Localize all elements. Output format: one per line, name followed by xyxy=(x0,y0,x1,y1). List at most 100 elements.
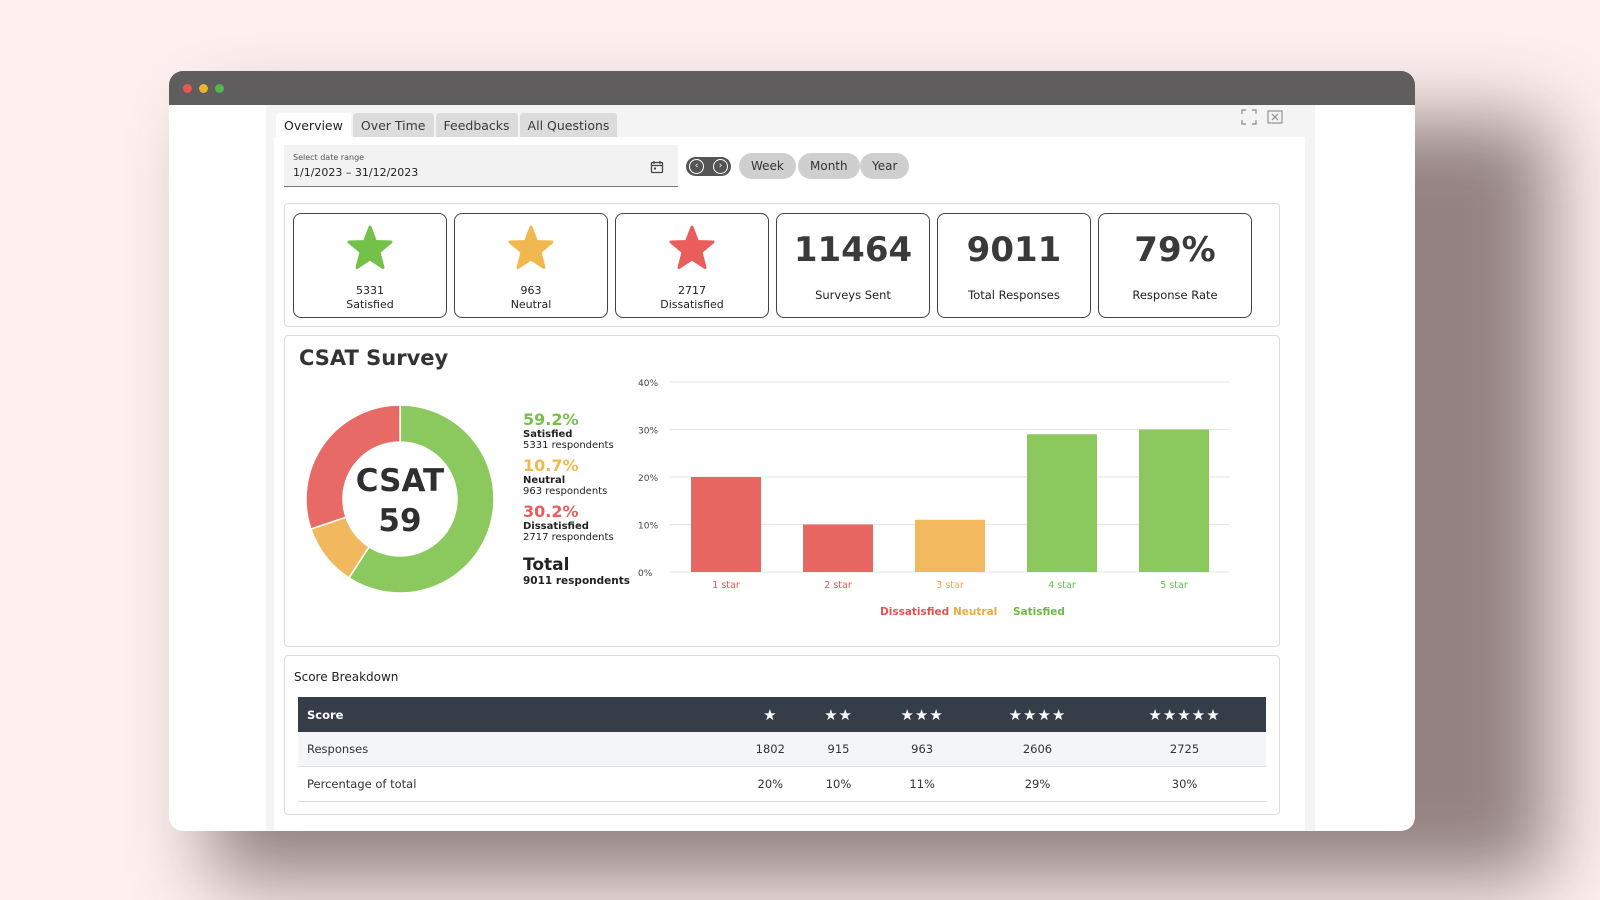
date-nav-pill: ‹ › xyxy=(686,157,731,176)
score-column-header: Score xyxy=(298,697,736,732)
table-header-row: Score ★ ★★ ★★★ ★★★★ ★★★★★ xyxy=(298,697,1266,732)
table-row: Percentage of total 20% 10% 11% 29% 30% xyxy=(298,766,1266,802)
score-breakdown-table: Score ★ ★★ ★★★ ★★★★ ★★★★★ Responses 1802 xyxy=(298,697,1266,802)
week-button[interactable]: Week xyxy=(739,153,796,179)
stat-dissatisfied: 30.2% Dissatisfied 2717 respondents xyxy=(523,502,614,543)
total-respondents: 9011 respondents xyxy=(523,575,631,587)
four-star-header: ★★★★ xyxy=(971,697,1104,732)
maximize-window-dot[interactable] xyxy=(215,84,224,93)
stat-satisfied: 59.2% Satisfied 5331 respondents xyxy=(523,410,614,451)
x-tick-label: 3 star xyxy=(936,580,964,591)
table-cell: 10% xyxy=(804,766,873,802)
overview-content: Select date range 1/1/2023 – 31/12/2023 … xyxy=(274,137,1305,831)
row-label: Responses xyxy=(298,732,736,767)
stat-respondents: 5331 respondents xyxy=(523,440,614,451)
close-window-dot[interactable] xyxy=(183,84,192,93)
stat-respondents: 963 respondents xyxy=(523,486,608,497)
total-responses-label: Total Responses xyxy=(968,288,1060,302)
one-star-header: ★ xyxy=(736,697,805,732)
kpi-total-responses: 9011 Total Responses xyxy=(937,213,1091,318)
table-row: Responses 1802 915 963 2606 2725 xyxy=(298,732,1266,767)
bar-2-star xyxy=(803,524,873,572)
tab-over-time[interactable]: Over Time xyxy=(352,113,434,137)
bar-4-star xyxy=(1027,434,1097,572)
bar-5-star xyxy=(1139,429,1209,572)
legend-satisfied: Satisfied xyxy=(1013,606,1065,618)
donut-center-value: 59 xyxy=(378,503,421,539)
dashboard-panel: Overview Over Time Feedbacks All Questio… xyxy=(266,105,1315,831)
donut-center-label: CSAT xyxy=(356,463,444,499)
two-star-header: ★★ xyxy=(804,697,873,732)
stat-respondents: 2717 respondents xyxy=(523,532,614,543)
donut-slice-dissatisfied xyxy=(305,404,401,530)
kpi-response-rate: 79% Response Rate xyxy=(1098,213,1252,318)
stat-name: Dissatisfied xyxy=(523,521,589,532)
table-cell: 1802 xyxy=(736,732,805,767)
table-cell: 915 xyxy=(804,732,873,767)
row-label: Percentage of total xyxy=(298,766,736,802)
five-star-header: ★★★★★ xyxy=(1103,697,1266,732)
satisfied-count: 5331 xyxy=(356,284,384,297)
stat-pct: 10.7% xyxy=(523,456,579,475)
response-rate-label: Response Rate xyxy=(1132,288,1218,302)
tab-feedbacks[interactable]: Feedbacks xyxy=(435,113,518,137)
tab-all-questions[interactable]: All Questions xyxy=(519,113,618,137)
close-icon[interactable] xyxy=(1267,109,1283,129)
stat-total: Total 9011 respondents xyxy=(523,555,630,587)
table-cell: 2606 xyxy=(971,732,1104,767)
kpi-dissatisfied: 2717 Dissatisfied xyxy=(615,213,769,318)
y-tick-label: 20% xyxy=(638,474,658,484)
table-cell: 11% xyxy=(872,766,972,802)
kpi-satisfied: 5331 Satisfied xyxy=(293,213,447,318)
table-cell: 963 xyxy=(872,732,972,767)
stat-neutral: 10.7% Neutral 963 respondents xyxy=(523,456,607,497)
score-breakdown-title: Score Breakdown xyxy=(294,670,399,684)
star-icon xyxy=(347,225,393,269)
tab-overview[interactable]: Overview xyxy=(276,113,351,137)
table-cell: 2725 xyxy=(1103,732,1266,767)
stat-pct: 30.2% xyxy=(523,502,579,521)
star-rating-bar-chart: 0% 10% 20% 30% 40% 1 star 2 star 3 star 4 star 5 … xyxy=(638,379,1230,618)
stat-pct: 59.2% xyxy=(523,410,579,429)
y-tick-label: 40% xyxy=(638,379,658,389)
three-star-header: ★★★ xyxy=(872,697,972,732)
next-period-button[interactable]: › xyxy=(713,159,728,174)
csat-survey-card: CSAT Survey CSAT 59 59.2% Satisfied 5331… xyxy=(284,335,1280,647)
fullscreen-icon[interactable] xyxy=(1241,109,1257,129)
kpi-row: 5331 Satisfied 963 Neutral 2717 Dissatis… xyxy=(284,203,1280,327)
x-tick-label: 1 star xyxy=(712,580,740,591)
x-tick-label: 5 star xyxy=(1160,580,1188,591)
total-label: Total xyxy=(523,555,570,575)
star-icon xyxy=(508,225,554,269)
table-cell: 30% xyxy=(1103,766,1266,802)
table-cell: 29% xyxy=(971,766,1104,802)
x-tick-label: 4 star xyxy=(1048,580,1076,591)
surveys-sent-label: Surveys Sent xyxy=(815,288,891,302)
previous-period-button[interactable]: ‹ xyxy=(689,159,704,174)
date-range-picker[interactable]: Select date range 1/1/2023 – 31/12/2023 xyxy=(284,145,678,187)
date-range-label: Select date range xyxy=(293,153,365,162)
response-rate-value: 79% xyxy=(1134,230,1216,270)
app-window: Overview Over Time Feedbacks All Questio… xyxy=(169,71,1415,831)
table-cell: 20% xyxy=(736,766,805,802)
x-tick-label: 2 star xyxy=(824,580,852,591)
bar-3-star xyxy=(915,519,985,572)
satisfied-label: Satisfied xyxy=(346,298,394,311)
y-tick-label: 10% xyxy=(638,522,658,532)
bar-1-star xyxy=(691,477,761,572)
surveys-sent-value: 11464 xyxy=(793,230,913,270)
minimize-window-dot[interactable] xyxy=(199,84,208,93)
donut-slice-satisfied xyxy=(347,404,495,594)
total-responses-value: 9011 xyxy=(966,230,1062,270)
star-icon xyxy=(669,225,715,269)
kpi-surveys-sent: 11464 Surveys Sent xyxy=(776,213,930,318)
dissatisfied-count: 2717 xyxy=(678,284,706,297)
csat-title: CSAT Survey xyxy=(299,346,449,370)
title-bar xyxy=(169,71,1415,105)
kpi-neutral: 963 Neutral xyxy=(454,213,608,318)
year-button[interactable]: Year xyxy=(860,153,910,179)
y-tick-label: 30% xyxy=(638,427,658,437)
neutral-label: Neutral xyxy=(510,298,552,311)
month-button[interactable]: Month xyxy=(798,153,860,179)
calendar-icon[interactable] xyxy=(650,159,664,178)
